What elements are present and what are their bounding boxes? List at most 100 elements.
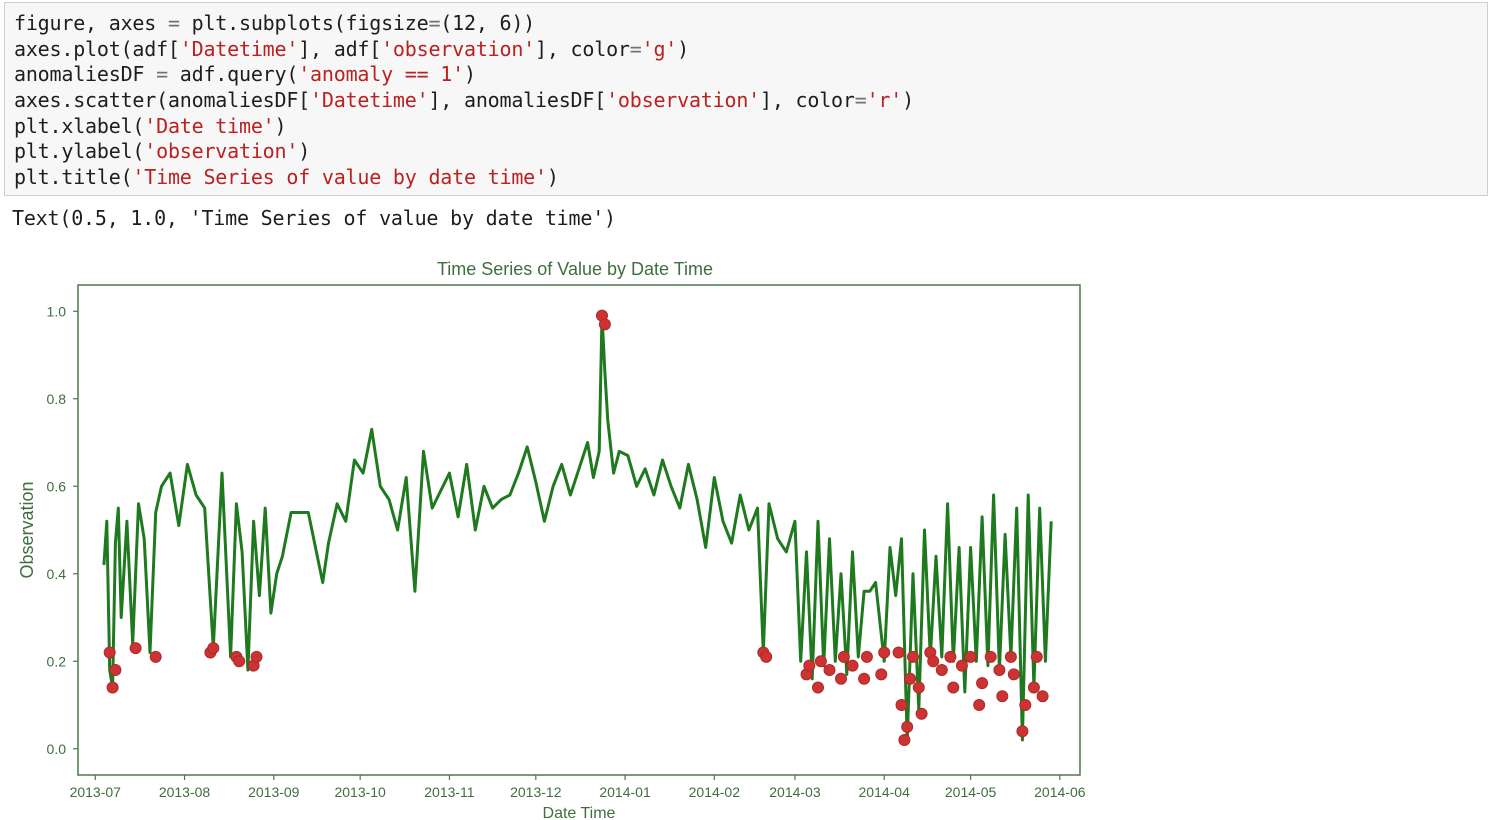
code-token: adf.query( (167, 62, 299, 87)
anomaly-point (129, 642, 142, 655)
anomaly-point (976, 677, 989, 690)
chart-title: Time Series of Value by Date Time (437, 259, 713, 279)
anomaly-point (1030, 650, 1043, 663)
code-token: 'Datetime' (179, 36, 299, 61)
x-tick-label: 2013-09 (248, 784, 300, 800)
x-tick-label: 2014-05 (945, 784, 997, 800)
anomaly-point (898, 734, 911, 746)
anomaly-point (837, 650, 850, 663)
anomaly-point (835, 672, 847, 685)
x-axis-ticks: 2013-07 2013-08 2013-09 2013-10 2013-11 2013-… (70, 775, 1086, 800)
y-tick-label: 1.0 (47, 303, 67, 319)
anomaly-point (1007, 668, 1020, 681)
y-tick-label: 0.2 (47, 653, 67, 669)
y-tick-label: 0.8 (47, 391, 67, 407)
anomaly-point (895, 699, 908, 711)
code-token: 'Date time' (144, 113, 275, 138)
anomaly-point (1004, 650, 1017, 663)
y-axis-ticks: 0.0 0.2 0.4 0.6 0.8 1.0 (47, 303, 78, 757)
code-token: 'g' (641, 36, 678, 61)
anomaly-point (907, 650, 919, 663)
code-line: anomaliesDF = adf.query('anomaly == 1') (14, 62, 914, 88)
code-token: = (629, 36, 642, 61)
code-token: = (428, 11, 441, 35)
code-token: = (854, 88, 867, 113)
series-layer (102, 314, 1053, 742)
anomaly-point (109, 664, 122, 676)
anomaly-point (927, 655, 940, 668)
anomaly-point (1019, 699, 1032, 711)
code-token: 'anomaly == 1' (298, 62, 464, 87)
y-axis-label: Observation (17, 481, 37, 578)
x-axis-label: Date Time (543, 805, 616, 820)
anomaly-point (846, 659, 859, 672)
code-token: figure, axes (14, 11, 168, 35)
anomaly-point (984, 650, 997, 663)
anomaly-point (823, 664, 836, 676)
y-tick-label: 0.0 (47, 741, 67, 757)
anomaly-point (1027, 681, 1040, 694)
anomaly-point (901, 720, 914, 733)
anomaly-point (860, 650, 873, 663)
anomaly-point (892, 646, 905, 659)
anomaly-point (233, 655, 246, 668)
anomaly-point (973, 699, 986, 711)
anomaly-point (955, 659, 968, 672)
code-token: 'Time Series of value by date time' (132, 165, 547, 190)
chart-output: Time Series of Value by Date Time Date T… (0, 240, 1493, 820)
anomaly-point (103, 646, 116, 659)
x-tick-label: 2014-03 (769, 784, 821, 800)
anomaly-point (875, 668, 888, 681)
code-token: plt.subplots(figsize (179, 11, 429, 35)
code-token: ) (546, 165, 559, 190)
x-tick-label: 2013-11 (424, 784, 475, 800)
anomaly-point (760, 650, 773, 663)
anomaly-point (944, 650, 957, 663)
anomaly-point (803, 659, 816, 672)
code-token: 'observation' (381, 36, 536, 61)
anomaly-layer (103, 309, 1049, 746)
x-tick-label: 2014-04 (859, 784, 911, 800)
code-line: figure, axes = plt.subplots(figsize=(12,… (14, 11, 914, 37)
code-token: ) (463, 62, 476, 87)
y-tick-label: 0.6 (47, 478, 67, 494)
code-token: = (156, 62, 168, 87)
anomaly-point (993, 664, 1006, 676)
code-token: ) (298, 139, 311, 164)
axes-frame (77, 284, 1081, 776)
anomaly-point (858, 672, 871, 685)
code-token: ], color (760, 88, 855, 113)
code-token: ) (677, 36, 689, 61)
y-tick-label: 0.4 (47, 566, 67, 582)
anomaly-point (964, 650, 977, 663)
x-tick-label: 2013-10 (334, 784, 386, 800)
code-token: ], color (535, 36, 630, 61)
code-line: plt.title('Time Series of value by date … (14, 165, 914, 191)
code-token: anomaliesDF (14, 62, 157, 87)
code-token: = (167, 11, 180, 35)
x-tick-label: 2013-12 (510, 784, 562, 800)
anomaly-point (250, 650, 263, 663)
anomaly-point (947, 681, 960, 694)
anomaly-point (1016, 725, 1029, 738)
x-tick-label: 2014-02 (689, 784, 741, 800)
anomaly-point (878, 646, 891, 659)
code-token: plt.ylabel( (14, 139, 145, 164)
anomaly-point (996, 690, 1009, 703)
x-tick-label: 2013-08 (159, 784, 211, 800)
code-token: 'Datetime' (310, 88, 429, 113)
code-cell[interactable]: figure, axes = plt.subplots(figsize=(12,… (4, 2, 1488, 196)
anomaly-point (814, 655, 827, 668)
x-tick-label: 2013-07 (70, 784, 122, 800)
code-token: axes.plot(adf[ (14, 36, 180, 61)
code-token: ) (902, 88, 914, 113)
anomaly-point (207, 642, 220, 655)
code-token: ], anomaliesDF[ (428, 88, 607, 113)
code-editor[interactable]: figure, axes = plt.subplots(figsize=(12,… (14, 11, 914, 191)
anomaly-point (149, 650, 162, 663)
code-token: 'r' (866, 88, 903, 113)
code-line: plt.ylabel('observation') (14, 139, 914, 165)
time-series-chart: Time Series of Value by Date Time Date T… (17, 259, 1086, 820)
x-tick-label: 2014-01 (599, 784, 651, 800)
anomaly-point (912, 681, 925, 694)
